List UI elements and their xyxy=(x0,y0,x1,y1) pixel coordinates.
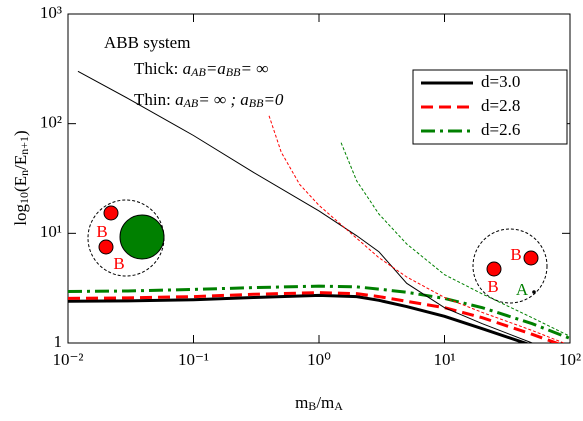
series-line xyxy=(68,291,561,343)
rich-text: B xyxy=(113,254,124,273)
text-part: a xyxy=(175,90,184,109)
text-part: (E xyxy=(11,176,30,192)
text-part: log xyxy=(11,203,30,225)
rich-text: Thin: aAB= ∞ ; aBB=0 xyxy=(134,90,284,110)
rich-text: Thick: aAB=aBB= ∞ xyxy=(134,59,268,79)
x-tick-label: 10⁰ xyxy=(307,350,331,369)
y-tick-label: 10² xyxy=(40,113,62,132)
rich-text: A xyxy=(130,220,143,239)
series-line xyxy=(340,142,570,337)
x-tick-label: 10⁻² xyxy=(52,350,83,369)
text-part: ABB system xyxy=(104,33,190,52)
text-part: 10 xyxy=(17,192,31,204)
text-part: /E xyxy=(11,155,30,170)
particle-a xyxy=(532,290,536,294)
text-part: A xyxy=(516,280,529,299)
series-line xyxy=(68,284,570,340)
text-part: n+1 xyxy=(17,136,31,155)
legend-label: d=2.6 xyxy=(481,120,520,139)
y-tick-label: 1 xyxy=(54,332,63,351)
text-part: a xyxy=(183,59,192,78)
cluster-outline xyxy=(472,228,548,304)
text-part: a xyxy=(240,90,249,109)
y-tick-label: 10³ xyxy=(40,3,62,22)
right-schematic xyxy=(472,228,548,304)
left-schematic xyxy=(87,199,165,277)
text-part: BB xyxy=(226,65,241,79)
text-part: = ∞ xyxy=(240,59,268,78)
x-tick-label: 10¹ xyxy=(433,350,455,369)
text-part: = xyxy=(206,59,217,78)
rich-text: A xyxy=(516,280,529,299)
text-part: B xyxy=(308,399,316,413)
rich-text: B xyxy=(487,277,498,296)
legend-label: d=3.0 xyxy=(481,72,520,91)
text-part: = ∞ ; xyxy=(198,90,240,109)
rich-text: mB/mA xyxy=(295,393,343,413)
text-part: BB xyxy=(249,96,264,110)
text-part: B xyxy=(96,222,107,241)
text-part: a xyxy=(217,59,226,78)
text-part: ) xyxy=(11,130,30,136)
x-tick-label: 10⁻¹ xyxy=(178,350,209,369)
particle-b xyxy=(103,205,119,221)
rich-text: B xyxy=(96,222,107,241)
particle-b xyxy=(523,250,539,266)
series-line xyxy=(77,70,534,343)
text-part: =0 xyxy=(263,90,283,109)
particle-b xyxy=(486,261,502,277)
text-part: AB xyxy=(190,65,206,79)
text-part: B xyxy=(487,277,498,296)
legend-label: d=2.8 xyxy=(481,96,520,115)
text-part: Thick: xyxy=(134,59,183,78)
text-part: B xyxy=(113,254,124,273)
text-part: m xyxy=(295,393,308,412)
rich-text: log10(En/En+1) xyxy=(11,130,31,225)
rich-text: B xyxy=(510,245,521,264)
particle-a xyxy=(119,214,165,260)
text-part: /m xyxy=(316,393,334,412)
y-tick-label: 10¹ xyxy=(40,222,62,241)
series-line xyxy=(68,293,530,343)
particle-b xyxy=(98,239,114,255)
x-tick-label: 10² xyxy=(559,350,581,369)
text-part: n xyxy=(17,170,31,176)
text-part: B xyxy=(510,245,521,264)
text-part: A xyxy=(130,220,143,239)
text-part: Thin: xyxy=(134,90,175,109)
text-part: A xyxy=(334,399,343,413)
rich-text: ABB system xyxy=(104,33,190,52)
text-part: AB xyxy=(183,96,199,110)
